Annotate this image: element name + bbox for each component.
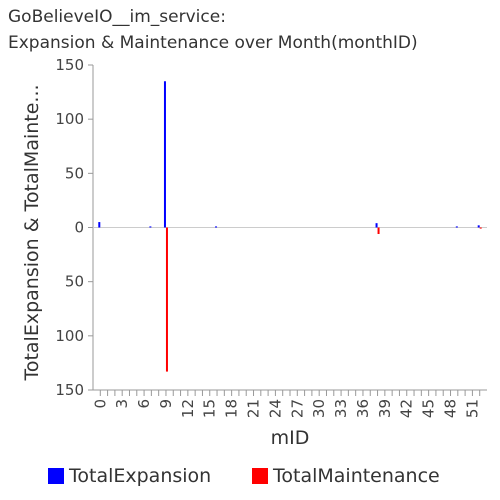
y-tick-label: 50 bbox=[65, 164, 84, 182]
y-tick-label: 150 bbox=[55, 381, 84, 399]
y-axis-title: TotalExpansion & TotalMainte... bbox=[21, 84, 43, 381]
x-tick-label: 36 bbox=[354, 399, 372, 418]
x-tick-label: 51 bbox=[463, 399, 481, 418]
bar-total-expansion bbox=[215, 226, 218, 228]
x-tick-label: 6 bbox=[135, 399, 153, 409]
legend-item-total-maintenance: TotalMaintenance bbox=[252, 465, 440, 487]
legend-item-total-expansion: TotalExpansion bbox=[48, 465, 211, 487]
bar-total-maintenance bbox=[377, 227, 380, 234]
x-tick-label: 39 bbox=[376, 399, 394, 418]
x-tick-label: 42 bbox=[398, 399, 416, 418]
bar-total-expansion bbox=[477, 225, 480, 228]
x-tick-label: 15 bbox=[201, 399, 219, 418]
y-tick-label: 0 bbox=[74, 219, 84, 237]
y-tick-label: 50 bbox=[65, 273, 84, 291]
x-tick-label: 0 bbox=[91, 399, 109, 409]
x-tick-label: 21 bbox=[245, 399, 263, 418]
legend-label-total-expansion: TotalExpansion bbox=[69, 465, 212, 487]
bar-total-expansion bbox=[149, 226, 152, 228]
y-tick-label: 150 bbox=[55, 56, 84, 74]
x-tick-label: 45 bbox=[420, 399, 438, 418]
x-tick-label: 30 bbox=[310, 399, 328, 418]
bar-total-expansion bbox=[98, 222, 101, 228]
x-tick-label: 27 bbox=[288, 399, 306, 418]
x-tick-label: 48 bbox=[442, 399, 460, 418]
legend-label-total-maintenance: TotalMaintenance bbox=[273, 465, 440, 487]
bar-total-maintenance bbox=[479, 227, 482, 229]
x-axis-title: mID bbox=[271, 427, 310, 449]
x-tick-label: 12 bbox=[179, 399, 197, 418]
bar-total-expansion bbox=[375, 223, 378, 228]
legend-swatch-total-expansion bbox=[48, 468, 64, 484]
x-tick-label: 3 bbox=[113, 399, 131, 409]
x-tick-label: 9 bbox=[157, 399, 175, 409]
y-tick-label: 100 bbox=[55, 327, 84, 345]
x-tick-label: 33 bbox=[332, 399, 350, 418]
y-tick-label: 100 bbox=[55, 110, 84, 128]
x-tick-label: 18 bbox=[223, 399, 241, 418]
chart-title-line-2: Expansion & Maintenance over Month(month… bbox=[8, 33, 418, 53]
x-tick-label: 24 bbox=[266, 399, 284, 418]
bar-total-expansion bbox=[455, 226, 458, 228]
chart-title-line-1: GoBelieveIO__im_service: bbox=[8, 7, 226, 27]
legend-swatch-total-maintenance bbox=[252, 468, 268, 484]
bar-total-maintenance bbox=[165, 227, 168, 372]
bar-total-expansion bbox=[163, 81, 166, 228]
